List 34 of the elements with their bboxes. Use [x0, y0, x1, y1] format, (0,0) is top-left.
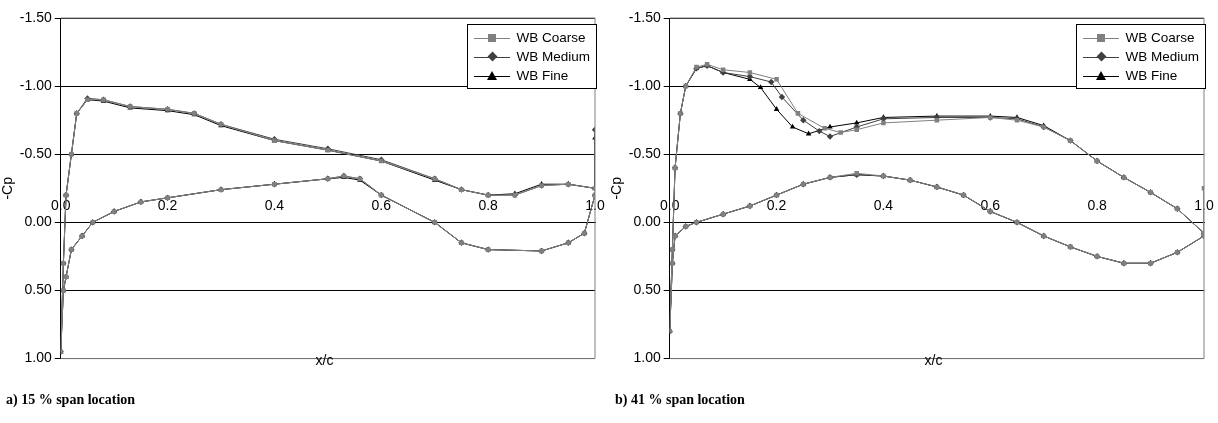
- x-tick-label: 0.6: [980, 196, 1001, 213]
- legend-label: WB Coarse: [515, 29, 587, 47]
- legend-label: WB Fine: [1124, 67, 1179, 85]
- y-tick-label: -1.00: [19, 76, 52, 93]
- y-axis-title: -Cp: [0, 176, 16, 200]
- y-tick-label: -0.50: [19, 145, 52, 162]
- x-tick-label: 0.8: [1087, 196, 1108, 213]
- text: a) 15 % span location: [6, 392, 136, 408]
- legend-label: WB Medium: [1124, 48, 1199, 66]
- y-axis-title: -Cp: [608, 176, 625, 200]
- y-tick-label: -1.00: [628, 76, 661, 93]
- y-tick-label: -1.50: [19, 8, 52, 25]
- y-tick-label: -0.50: [628, 145, 661, 162]
- y-tick-label: 0.00: [24, 213, 52, 230]
- x-axis-title: x/c: [924, 352, 943, 368]
- x-tick-label: 0.6: [371, 196, 392, 213]
- x-tick-label: 1.0: [585, 196, 605, 213]
- y-tick-label: 1.00: [633, 349, 661, 366]
- text: b) 41 % span location: [615, 392, 745, 408]
- x-tick-label: 0.8: [478, 196, 499, 213]
- y-tick-label: 1.00: [24, 349, 52, 366]
- y-tick-label: 0.50: [633, 281, 661, 298]
- y-tick-label: 0.50: [24, 281, 52, 298]
- x-tick-label: 0.2: [157, 196, 178, 213]
- x-tick-label: 1.0: [1194, 196, 1214, 213]
- legend-label: WB Coarse: [1124, 29, 1196, 47]
- y-tick-label: 0.00: [633, 213, 661, 230]
- x-tick-label: 0.4: [873, 196, 894, 213]
- legend-label: WB Medium: [515, 48, 590, 66]
- x-tick-label: 0.2: [766, 196, 787, 213]
- x-tick-label: 0.4: [264, 196, 285, 213]
- legend-label: WB Fine: [515, 67, 570, 85]
- y-tick-label: -1.50: [628, 8, 661, 25]
- x-axis-title: x/c: [315, 352, 334, 368]
